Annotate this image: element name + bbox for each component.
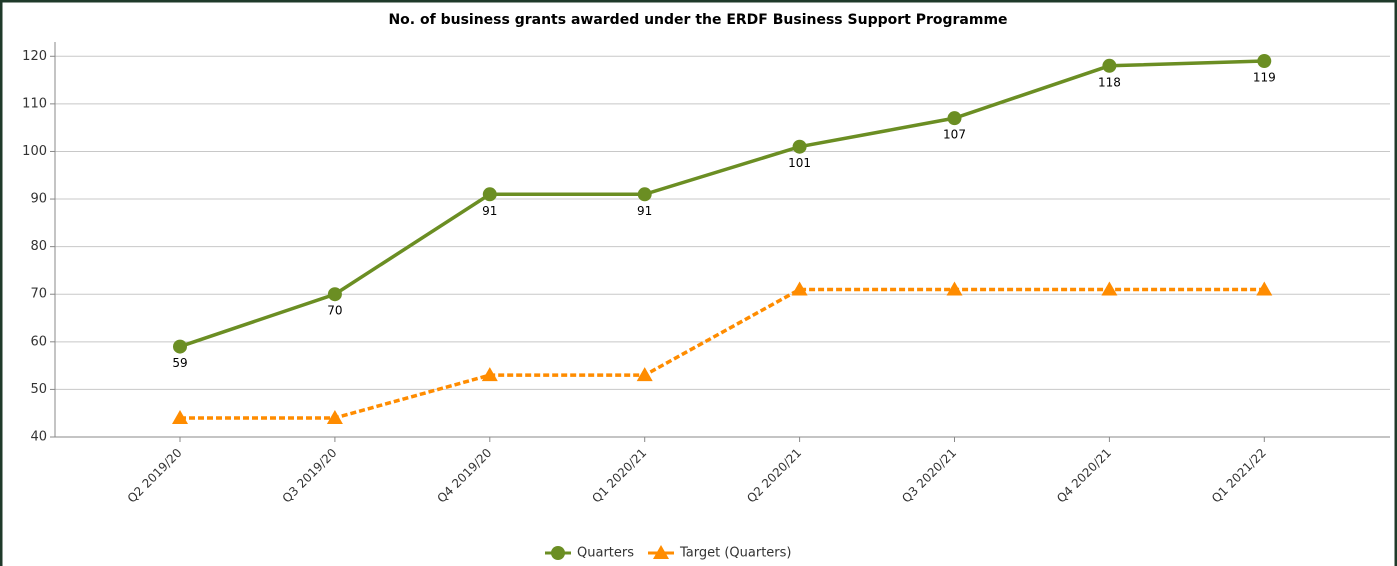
marker <box>551 546 565 560</box>
marker <box>481 367 498 382</box>
y-tick-label: 80 <box>30 239 47 254</box>
x-tick-label: Q4 2019/20 <box>434 446 494 506</box>
x-tick-label: Q2 2019/20 <box>125 446 185 506</box>
x-tick-label: Q3 2020/21 <box>899 446 959 506</box>
marker <box>946 281 963 296</box>
data-label: 119 <box>1253 71 1276 85</box>
y-tick-label: 110 <box>22 96 47 111</box>
marker <box>1256 281 1273 296</box>
marker <box>791 281 808 296</box>
data-label: 70 <box>327 304 342 318</box>
data-label: 91 <box>482 204 497 218</box>
marker <box>172 409 188 424</box>
chart-title: No. of business grants awarded under the… <box>388 12 1007 28</box>
legend-label: Quarters <box>577 546 634 561</box>
marker <box>482 187 497 202</box>
x-tick-label: Q2 2020/21 <box>744 446 804 506</box>
data-label: 91 <box>637 204 652 218</box>
marker <box>173 339 187 354</box>
marker <box>1102 58 1117 73</box>
y-tick-label: 60 <box>30 334 47 349</box>
series-line <box>180 287 1265 420</box>
marker <box>636 367 653 382</box>
data-label: 101 <box>788 156 811 170</box>
x-tick-label: Q1 2021/22 <box>1209 446 1269 506</box>
y-tick-label: 120 <box>22 49 47 64</box>
y-tick-label: 50 <box>30 382 47 397</box>
marker <box>326 409 343 424</box>
x-tick-label: Q1 2020/21 <box>589 446 649 506</box>
data-label: 118 <box>1098 75 1121 89</box>
marker <box>1101 281 1118 296</box>
x-tick-label: Q3 2019/20 <box>280 446 340 506</box>
y-tick-label: 70 <box>30 287 47 302</box>
marker <box>947 111 962 126</box>
y-tick-label: 90 <box>30 192 47 207</box>
legend-label: Target (Quarters) <box>679 546 792 561</box>
x-tick-label: Q4 2020/21 <box>1054 446 1114 506</box>
marker <box>653 545 669 559</box>
marker <box>1257 54 1272 69</box>
y-tick-label: 40 <box>30 430 47 445</box>
y-tick-label: 100 <box>22 144 47 159</box>
marker <box>792 139 807 154</box>
data-label: 107 <box>943 128 966 142</box>
series-line <box>179 59 1265 349</box>
marker <box>637 187 652 202</box>
marker <box>327 287 342 302</box>
data-label: 59 <box>172 356 187 370</box>
